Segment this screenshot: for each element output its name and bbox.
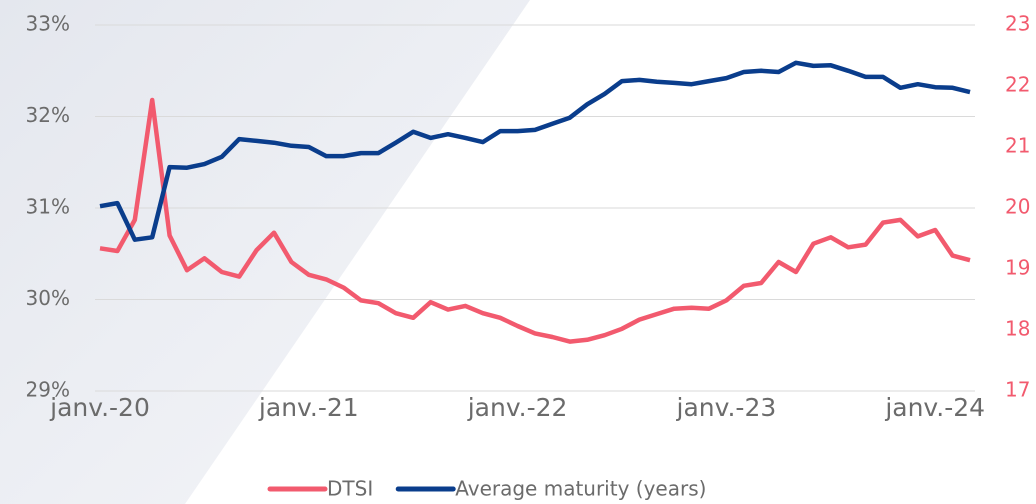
y-tick-label: 29% — [26, 378, 70, 402]
x-tick-label: janv.-22 — [467, 393, 568, 422]
x-tick-label: janv.-21 — [258, 393, 359, 422]
y-tick-label: 30% — [26, 286, 70, 310]
series-line — [99, 60, 971, 242]
x-tick-label: janv.-20 — [49, 393, 150, 422]
y2-tick-label: 20 — [1005, 195, 1030, 219]
y2-tick-label: 19 — [1005, 256, 1030, 280]
y-tick-label: 31% — [26, 195, 70, 219]
background-shape — [0, 0, 530, 504]
y-tick-label: 32% — [26, 103, 70, 127]
y2-tick-label: 22 — [1005, 73, 1030, 97]
y2-tick-label: 23 — [1005, 12, 1030, 36]
x-tick-label: janv.-23 — [676, 393, 777, 422]
y2-tick-label: 18 — [1005, 317, 1030, 341]
series-line — [99, 97, 971, 344]
legend-label: Average maturity (years) — [455, 477, 706, 501]
legend-label: DTSI — [327, 477, 373, 501]
y2-tick-label: 21 — [1005, 134, 1030, 158]
x-tick-label: janv.-24 — [884, 393, 985, 422]
y-tick-label: 33% — [26, 12, 70, 36]
y2-tick-label: 17 — [1005, 378, 1030, 402]
